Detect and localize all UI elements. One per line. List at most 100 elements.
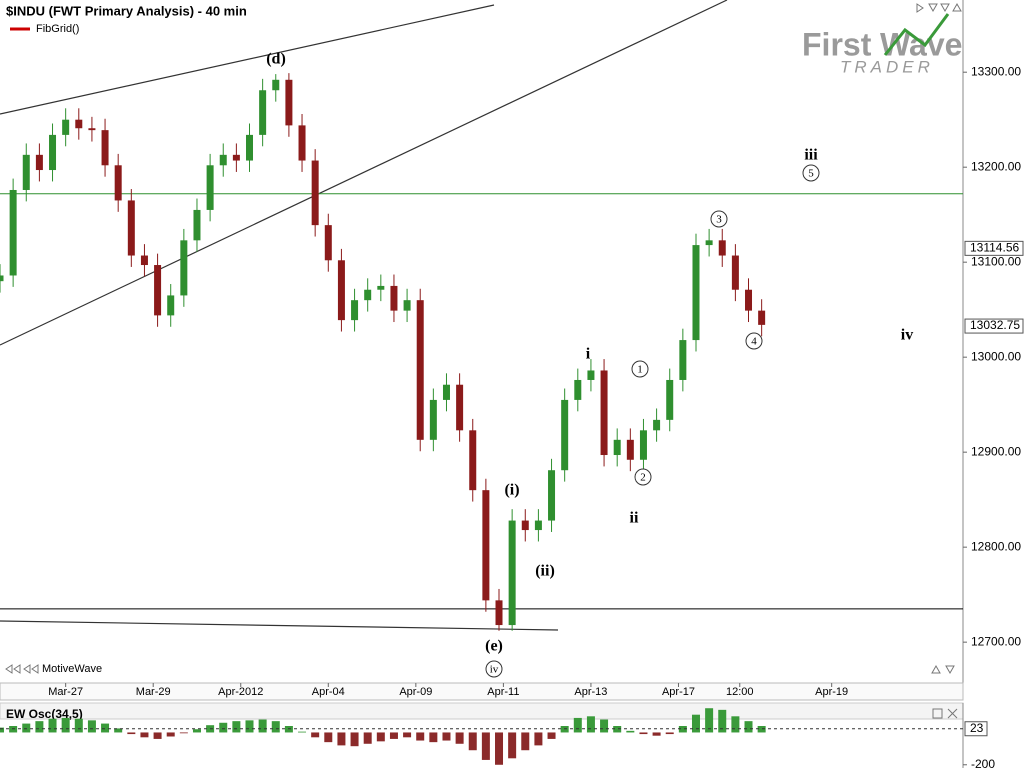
osc-bar [442, 732, 451, 741]
wave-label: (ii) [535, 563, 555, 580]
minimize-button[interactable] [932, 708, 943, 719]
osc-bar [613, 726, 622, 733]
candle-body [114, 165, 122, 201]
candle-body [600, 370, 608, 456]
osc-bar [61, 717, 70, 733]
wave-label-circled: 5 [808, 168, 814, 180]
wave-label: (i) [504, 482, 519, 499]
osc-bar [731, 716, 740, 733]
osc-bar [140, 732, 149, 738]
candle-body [758, 310, 766, 325]
logo: First Wave TRADER [802, 13, 962, 76]
osc-bar [416, 732, 425, 741]
y-tick-label: 12800.00 [971, 539, 1021, 553]
wave-label: (e) [485, 638, 503, 655]
candle-body [351, 300, 359, 321]
candle-body [75, 119, 83, 129]
wave-circle [745, 332, 763, 350]
candle-body [324, 225, 332, 261]
candle-body [653, 419, 661, 431]
candle-body [206, 165, 214, 210]
osc-bar [311, 732, 320, 738]
candle-body [246, 134, 254, 161]
osc-bar [705, 708, 714, 733]
candle-body [259, 90, 267, 135]
osc-bar [573, 717, 582, 733]
wave-label-circled: 1 [637, 364, 643, 376]
candle-body [232, 154, 240, 161]
osc-bar [298, 731, 307, 733]
candle-body [482, 490, 490, 601]
osc-bar [35, 721, 44, 733]
wave-label-circled: 3 [716, 214, 722, 226]
osc-bar [468, 732, 477, 751]
x-tick-label: Mar-27 [48, 686, 83, 698]
osc-bar [0, 727, 4, 733]
close-button[interactable] [947, 708, 958, 719]
osc-bar [363, 732, 372, 744]
trend-line [0, 620, 559, 631]
candle-body [272, 79, 280, 91]
wave-circle [631, 360, 649, 378]
candle-body [285, 79, 293, 126]
indicator-label: FibGrid() [36, 23, 79, 35]
candle-body [403, 300, 411, 311]
wave-label: ii [630, 510, 639, 527]
osc-bar [600, 719, 609, 733]
x-tick-label: Apr-17 [662, 686, 695, 698]
candle-body [180, 240, 188, 296]
x-axis-band [0, 682, 964, 701]
y-tick-label: 13000.00 [971, 349, 1021, 363]
osc-bar [508, 732, 517, 759]
osc-bar [324, 732, 333, 743]
candle-body [390, 285, 398, 311]
osc-bar [179, 732, 188, 734]
logo-first: First [802, 26, 872, 62]
candle-body [456, 384, 464, 431]
candle-body [62, 119, 70, 135]
scroll-icon[interactable] [5, 664, 39, 674]
y-tick-label: 12900.00 [971, 444, 1021, 458]
osc-bar [429, 732, 438, 743]
x-tick-label: Apr-2012 [218, 686, 263, 698]
candle-body [416, 300, 424, 440]
candle-body [140, 255, 148, 266]
candle-body [574, 379, 582, 400]
candle-body [364, 289, 372, 301]
wave-label: (d) [266, 51, 286, 68]
osc-bar [495, 732, 504, 765]
candle-body [613, 439, 621, 456]
osc-bar [101, 723, 110, 733]
osc-bar [48, 718, 57, 733]
candle-body [705, 240, 713, 246]
source-label: MotiveWave [42, 663, 102, 675]
candle-body [639, 430, 647, 460]
candle-body [666, 379, 674, 420]
logo-arrow [883, 13, 950, 56]
osc-bar [521, 732, 530, 751]
osc-bar [114, 728, 123, 733]
osc-bar [219, 722, 228, 733]
wave-circle [485, 660, 503, 678]
osc-bar [586, 716, 595, 733]
zoom-icons[interactable] [931, 664, 955, 675]
osc-bar [389, 732, 398, 739]
trend-line [0, 4, 495, 115]
osc-bar [74, 718, 83, 733]
candle-body [88, 128, 96, 131]
osc-bar [718, 709, 727, 733]
candle-body [167, 295, 175, 316]
osc-marker-label: 23 [970, 721, 984, 735]
candle-body [154, 265, 162, 316]
price-marker [964, 318, 1024, 334]
candle-body [377, 285, 385, 290]
osc-bar [245, 720, 254, 733]
candle-body [679, 340, 687, 380]
y-tick-label: 13300.00 [971, 64, 1021, 78]
osc-bar [350, 732, 359, 747]
logo-sub: TRADER [840, 57, 934, 76]
panel-icons[interactable] [916, 2, 962, 13]
price-marker-label: 13114.56 [970, 241, 1019, 255]
